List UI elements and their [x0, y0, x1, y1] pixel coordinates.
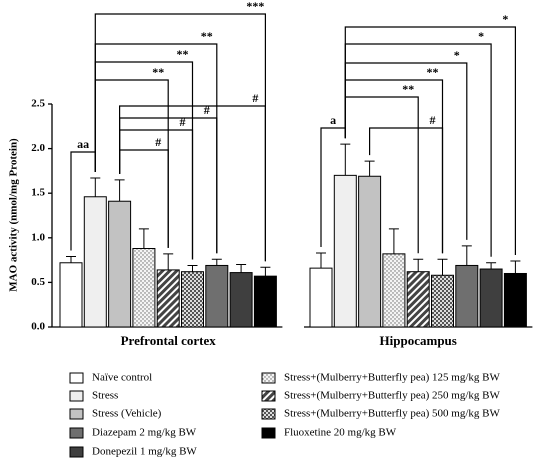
legend-swatch [261, 372, 276, 384]
legend-label: Fluoxetine 20 mg/kg BW [284, 427, 397, 439]
significance-label: # [180, 115, 186, 129]
error-bar [388, 228, 399, 254]
error-bar [510, 260, 521, 274]
bar [382, 253, 406, 328]
bar [455, 264, 479, 328]
error-bar [211, 258, 222, 266]
bar [253, 275, 277, 328]
error-bar [114, 179, 125, 202]
bar [83, 196, 107, 328]
bar [358, 175, 382, 328]
legend-swatch [261, 427, 276, 439]
legend-label: Donepezil 1 mg/kg BW [92, 446, 197, 458]
error-bar [163, 253, 174, 270]
y-tick-label: 1.5 [31, 187, 45, 199]
legend-label: Stress [92, 390, 118, 402]
x-group-label: Prefrontal cortex [121, 333, 217, 348]
bar [229, 272, 253, 328]
bar [132, 248, 156, 328]
significance-label: # [430, 113, 436, 127]
error-bar [413, 258, 424, 272]
x-group-label: Hippocampus [380, 333, 457, 348]
legend-label: Stress+(Mulberry+Butterfly pea) 125 mg/k… [284, 372, 500, 384]
bar [156, 269, 180, 328]
legend-swatch [69, 408, 84, 420]
error-bar [66, 256, 76, 263]
bar [59, 262, 83, 328]
legend-label: Naïve control [92, 372, 152, 384]
bar [108, 200, 132, 328]
significance-label: * [502, 12, 508, 26]
error-bar [316, 252, 326, 269]
error-bar [236, 264, 247, 273]
y-axis-label: MAO activity (nmol/mg Protein) [8, 138, 20, 292]
bar [205, 264, 229, 328]
error-bar [340, 143, 351, 176]
significance-label: a [330, 113, 336, 127]
significance-label: ** [152, 65, 164, 79]
legend-swatch [69, 446, 84, 458]
y-tick-label: 0.5 [31, 276, 45, 288]
error-bar [260, 266, 271, 277]
y-tick-label: 2.0 [31, 142, 45, 154]
significance-label: # [252, 91, 258, 105]
bar [406, 271, 430, 328]
significance-label: ** [201, 29, 213, 43]
bar [181, 271, 204, 328]
significance-bracket [344, 26, 516, 255]
error-bar [364, 160, 375, 177]
legend-label: Stress+(Mulberry+Butterfly pea) 500 mg/k… [284, 408, 500, 420]
y-tick-label: 2.5 [31, 98, 45, 110]
bar [479, 268, 503, 328]
legend-label: Stress+(Mulberry+Butterfly pea) 250 mg/k… [284, 390, 500, 402]
error-bar [90, 177, 101, 197]
bar [333, 174, 357, 328]
significance-label: # [204, 103, 210, 117]
error-bar [437, 258, 448, 276]
significance-label: ** [427, 65, 439, 79]
legend-swatch [69, 427, 84, 439]
y-tick-label: 0.0 [31, 321, 45, 333]
significance-label: aa [77, 137, 89, 151]
significance-label: * [454, 48, 460, 62]
error-bar [138, 228, 149, 249]
significance-label: # [155, 135, 161, 149]
bar [431, 274, 454, 328]
bar [503, 272, 527, 328]
significance-label: * [478, 29, 484, 43]
error-bar [486, 262, 497, 270]
legend-swatch [69, 372, 84, 384]
legend-swatch [261, 390, 276, 402]
error-bar [187, 264, 198, 272]
legend-label: Stress (Vehicle) [92, 408, 162, 420]
significance-bracket [94, 13, 266, 262]
significance-label: ** [402, 82, 414, 96]
legend-swatch [261, 408, 276, 420]
error-bar [461, 245, 472, 266]
legend-swatch [69, 390, 84, 402]
legend-label: Diazepam 2 mg/kg BW [92, 427, 197, 439]
bar [309, 267, 333, 328]
significance-label: ** [177, 47, 189, 61]
y-tick-label: 1.0 [31, 231, 45, 243]
significance-label: *** [246, 0, 264, 13]
